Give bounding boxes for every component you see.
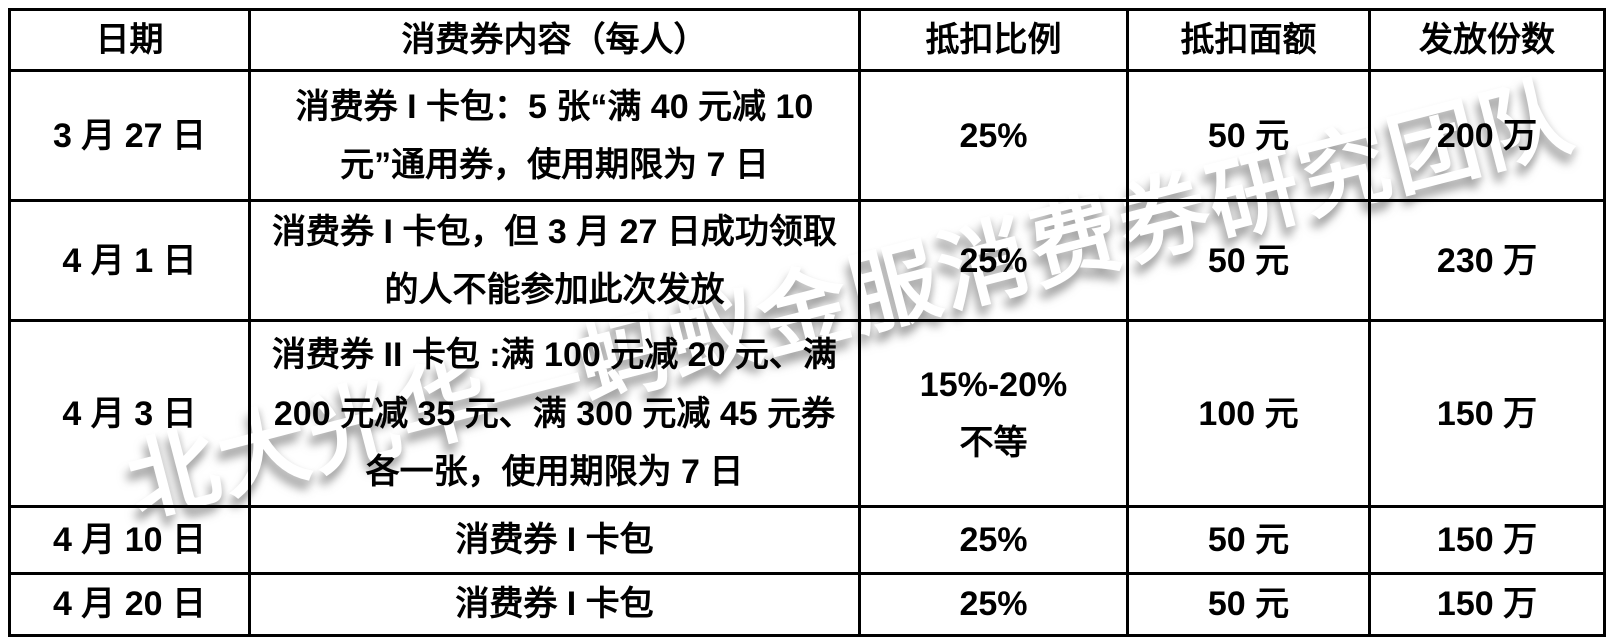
cell-content: 消费券 II 卡包 :满 100 元减 20 元、满 200 元减 35 元、满… (248, 319, 861, 509)
header-cell-ratio: 抵扣比例 (858, 7, 1129, 73)
cell-date: 4 月 20 日 (8, 572, 251, 637)
table-row: 4 月 1 日 消费券 I 卡包，但 3 月 27 日成功领取的人不能参加此次发… (8, 199, 1606, 323)
table-row: 3 月 27 日 消费券 I 卡包：5 张“满 40 元减 10 元”通用券，使… (8, 69, 1606, 203)
cell-count: 150 万 (1368, 505, 1606, 576)
header-cell-date: 日期 (8, 7, 251, 73)
cell-amount: 50 元 (1126, 69, 1371, 203)
cell-date: 3 月 27 日 (8, 69, 251, 203)
cell-content: 消费券 I 卡包 (248, 505, 861, 576)
voucher-schedule-table: 日期 消费券内容（每人） 抵扣比例 抵扣面额 发放份数 3 月 27 日 消费券… (8, 7, 1606, 637)
header-cell-count: 发放份数 (1368, 7, 1606, 73)
cell-count: 150 万 (1368, 319, 1606, 509)
cell-content: 消费券 I 卡包，但 3 月 27 日成功领取的人不能参加此次发放 (248, 199, 861, 323)
cell-content: 消费券 I 卡包：5 张“满 40 元减 10 元”通用券，使用期限为 7 日 (248, 69, 861, 203)
table-row: 4 月 3 日 消费券 II 卡包 :满 100 元减 20 元、满 200 元… (8, 319, 1606, 509)
cell-amount: 50 元 (1126, 572, 1371, 637)
cell-date: 4 月 1 日 (8, 199, 251, 323)
header-cell-content: 消费券内容（每人） (248, 7, 861, 73)
cell-ratio: 15%-20% 不等 (858, 319, 1129, 509)
cell-ratio: 25% (858, 69, 1129, 203)
header-cell-amount: 抵扣面额 (1126, 7, 1371, 73)
cell-ratio: 25% (858, 572, 1129, 637)
cell-date: 4 月 10 日 (8, 505, 251, 576)
cell-date: 4 月 3 日 (8, 319, 251, 509)
cell-amount: 50 元 (1126, 199, 1371, 323)
cell-content: 消费券 I 卡包 (248, 572, 861, 637)
cell-count: 230 万 (1368, 199, 1606, 323)
table-header-row: 日期 消费券内容（每人） 抵扣比例 抵扣面额 发放份数 (8, 7, 1606, 73)
cell-amount: 50 元 (1126, 505, 1371, 576)
table-row: 4 月 10 日 消费券 I 卡包 25% 50 元 150 万 (8, 505, 1606, 576)
cell-count: 150 万 (1368, 572, 1606, 637)
cell-amount: 100 元 (1126, 319, 1371, 509)
cell-count: 200 万 (1368, 69, 1606, 203)
table-row: 4 月 20 日 消费券 I 卡包 25% 50 元 150 万 (8, 572, 1606, 637)
cell-ratio: 25% (858, 505, 1129, 576)
cell-ratio: 25% (858, 199, 1129, 323)
